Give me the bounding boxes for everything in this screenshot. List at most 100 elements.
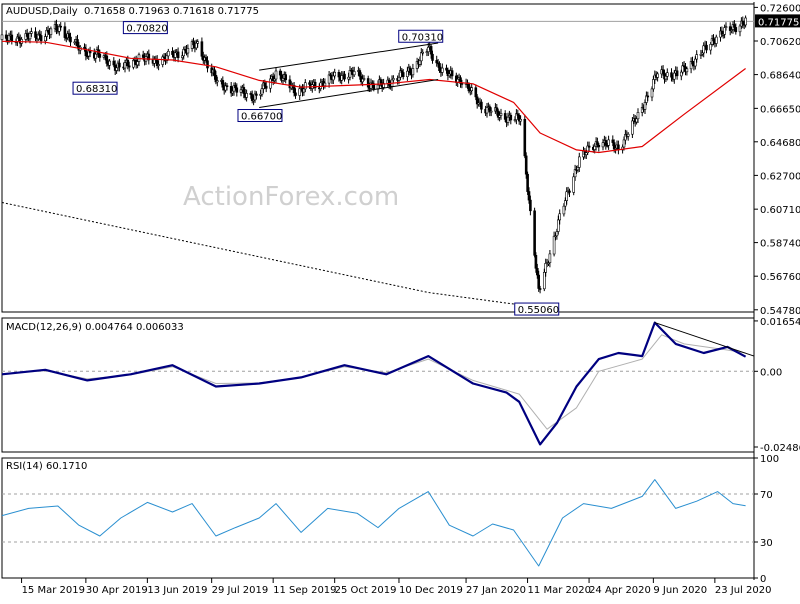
candle	[728, 22, 732, 36]
candle-body	[43, 36, 47, 42]
candle-body	[112, 60, 116, 66]
candle	[705, 41, 708, 54]
candle-body	[656, 73, 659, 78]
candle-body	[401, 72, 405, 77]
macd-signal-line	[1, 334, 746, 430]
candle	[176, 47, 180, 63]
candle	[529, 195, 532, 216]
candle	[161, 54, 164, 68]
candle	[572, 173, 576, 196]
price-axis-tick-label: 0.70620	[760, 37, 800, 48]
candle	[695, 50, 699, 63]
candle	[190, 39, 194, 52]
candle-body	[186, 48, 190, 54]
date-axis-tick-label: 29 Jul 2019	[212, 585, 269, 596]
candle-body	[337, 72, 341, 78]
candle	[650, 86, 654, 102]
candle-body	[693, 58, 697, 67]
candle	[440, 63, 444, 76]
candle	[288, 75, 292, 93]
candle-body	[4, 34, 8, 39]
candle-body	[281, 78, 285, 81]
candle	[459, 75, 462, 88]
candle	[245, 89, 248, 102]
price-annotation-label: 0.70820	[126, 24, 167, 35]
candle-body	[94, 53, 97, 59]
candle	[421, 49, 425, 56]
candle	[195, 39, 198, 51]
price-axis-tick-label: 0.66650	[760, 104, 800, 115]
candle-body	[622, 139, 626, 148]
candle	[127, 61, 131, 72]
candle-body	[419, 52, 423, 62]
candle	[470, 83, 474, 95]
candle-body	[362, 78, 366, 80]
candle-body	[548, 253, 552, 263]
candle-body	[157, 64, 160, 66]
candle-body	[263, 82, 267, 87]
candle	[685, 66, 689, 76]
date-axis-tick-label: 10 Dec 2019	[399, 585, 463, 596]
candle-body	[534, 255, 538, 269]
rsi-axis-tick-label: 100	[760, 454, 779, 465]
price-panel-frame	[1, 3, 755, 313]
candle-body	[631, 120, 634, 135]
candle-body	[527, 191, 531, 201]
candle	[515, 109, 518, 125]
candle	[568, 188, 571, 197]
candle-body	[115, 67, 118, 71]
candle	[415, 57, 419, 73]
candle-body	[192, 41, 195, 46]
candle	[167, 48, 170, 61]
candle-body	[0, 34, 4, 40]
candle-body	[445, 67, 448, 71]
candle-body	[274, 70, 278, 80]
candle	[340, 71, 344, 85]
candle-body	[278, 70, 282, 76]
macd-line	[1, 321, 747, 446]
candle-body	[284, 74, 288, 81]
candle	[206, 56, 209, 73]
candle-body	[333, 72, 337, 77]
candle-body	[225, 85, 229, 87]
candle	[343, 71, 346, 82]
candle	[196, 39, 199, 48]
candle-body	[460, 83, 464, 85]
candle	[229, 82, 233, 97]
current-price-tag	[755, 14, 800, 28]
candle	[509, 112, 513, 125]
candle	[474, 84, 478, 101]
candle-body	[421, 51, 425, 54]
candle-body	[568, 190, 571, 193]
candle-body	[213, 69, 216, 76]
candle-body	[303, 82, 307, 90]
candle	[49, 26, 53, 39]
candle-body	[196, 41, 199, 44]
candle	[626, 132, 630, 141]
candle	[524, 152, 528, 179]
candle	[631, 117, 634, 138]
candle	[333, 68, 337, 79]
candle-body	[489, 110, 493, 113]
candle	[460, 79, 464, 89]
candle-body	[426, 46, 430, 53]
candle-body	[685, 68, 689, 73]
candle-body	[343, 73, 346, 80]
candle	[319, 78, 323, 92]
macd-axis-tick-label: 0.01654	[760, 317, 800, 328]
candle	[519, 115, 522, 126]
candle-body	[298, 88, 302, 96]
candle	[723, 24, 726, 39]
candle-body	[147, 53, 151, 61]
candle	[604, 136, 608, 150]
candle	[534, 252, 538, 273]
candle	[88, 46, 92, 58]
macd-axis-tick-label: 0.00	[760, 367, 782, 378]
candle	[689, 57, 693, 74]
candle	[523, 114, 527, 159]
candle	[63, 22, 67, 41]
price-annotation-box	[72, 81, 118, 95]
candle	[157, 60, 160, 71]
date-axis-tick-label: 11 Mar 2020	[528, 585, 591, 596]
candle-body	[679, 71, 683, 77]
